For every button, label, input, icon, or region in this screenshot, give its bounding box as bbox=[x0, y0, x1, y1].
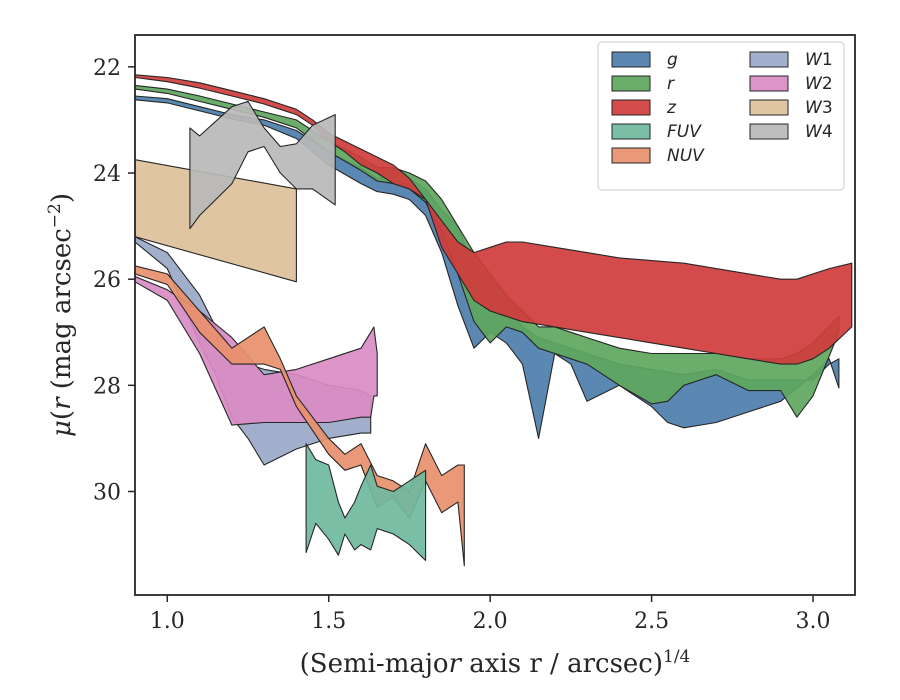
x-axis-label: (Semi-major axis r / arcsec)1/4 bbox=[300, 647, 691, 679]
legend-label-fuv: FUV bbox=[667, 122, 702, 142]
legend-label-w2: W2 bbox=[805, 74, 833, 94]
x-tick-label: 2.0 bbox=[473, 609, 508, 634]
legend-label-w1: W1 bbox=[805, 50, 833, 70]
plot-area bbox=[135, 74, 853, 567]
x-tick-label: 2.5 bbox=[634, 609, 669, 634]
y-axis-label: μ(r (mag arcsec−2) bbox=[45, 193, 77, 437]
legend-swatch-w3 bbox=[749, 99, 789, 116]
legend-label-z: z bbox=[666, 98, 677, 118]
legend-swatch-z bbox=[611, 99, 651, 116]
legend-label-g: g bbox=[667, 50, 678, 70]
y-tick-label: 22 bbox=[93, 56, 121, 81]
legend-swatch-fuv bbox=[611, 123, 651, 140]
legend-swatch-w4 bbox=[749, 123, 789, 140]
legend-swatch-r bbox=[611, 75, 651, 92]
x-tick-label: 1.0 bbox=[150, 609, 185, 634]
legend-label-w3: W3 bbox=[805, 98, 833, 118]
band-z bbox=[135, 74, 853, 365]
plot-frame bbox=[134, 34, 856, 596]
legend-swatch-nuv bbox=[611, 147, 651, 164]
legend-label-r: r bbox=[667, 74, 675, 94]
legend-swatch-g bbox=[611, 51, 651, 68]
y-tick-label: 28 bbox=[93, 374, 121, 399]
y-tick-label: 26 bbox=[93, 268, 121, 293]
legend-swatch-w1 bbox=[749, 51, 789, 68]
x-tick-label: 3.0 bbox=[796, 609, 831, 634]
legend-swatch-w2 bbox=[749, 75, 789, 92]
y-tick-label: 24 bbox=[93, 162, 121, 187]
y-tick-label: 30 bbox=[93, 480, 121, 505]
x-tick-label: 1.5 bbox=[311, 609, 346, 634]
band-fuv bbox=[305, 443, 427, 562]
legend-label-nuv: NUV bbox=[667, 146, 705, 166]
band-w4 bbox=[189, 100, 336, 230]
legend: grz FUV NUV W1 W2 W3 W4 bbox=[597, 41, 845, 191]
band-w3 bbox=[135, 159, 297, 283]
axis-ticks: 1.0 1.5 2.0 2.5 3.0 22 24 26 28 30 bbox=[93, 56, 831, 634]
legend-label-w4: W4 bbox=[805, 122, 833, 142]
